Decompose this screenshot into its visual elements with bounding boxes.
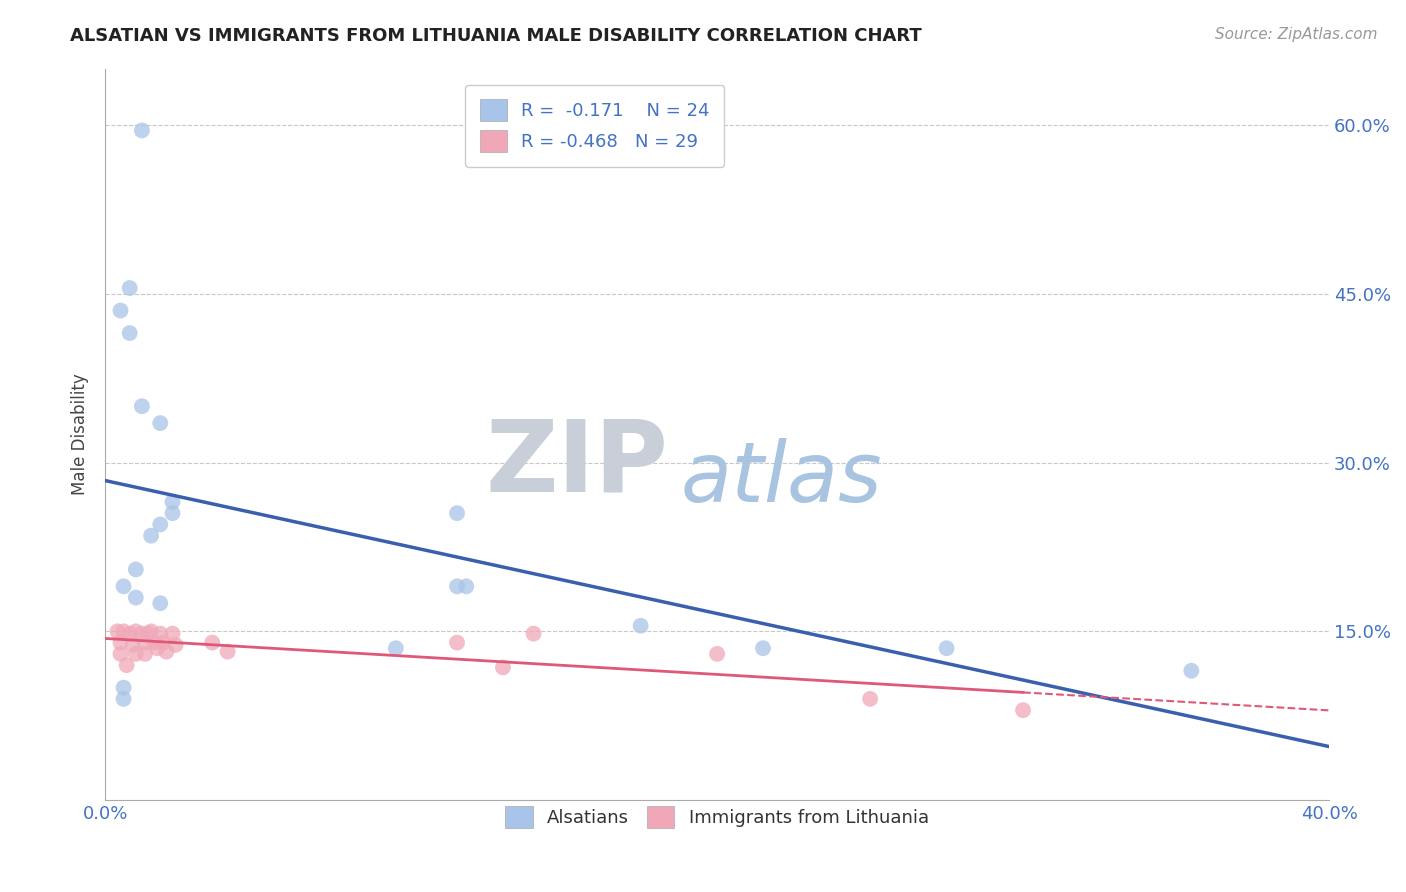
Point <box>125 647 148 661</box>
Point <box>110 647 132 661</box>
Point <box>522 626 544 640</box>
Y-axis label: Male Disability: Male Disability <box>72 374 89 495</box>
Point <box>935 641 957 656</box>
Point <box>139 624 162 639</box>
Point <box>107 624 129 639</box>
Point <box>201 635 224 649</box>
Point <box>152 635 174 649</box>
Point <box>1012 703 1035 717</box>
Point <box>131 123 153 137</box>
Point <box>112 681 135 695</box>
Text: atlas: atlas <box>681 438 882 519</box>
Point <box>139 529 162 543</box>
Point <box>1180 664 1202 678</box>
Point <box>146 641 169 656</box>
Point <box>131 626 153 640</box>
Point <box>134 647 156 661</box>
Point <box>456 579 478 593</box>
Point <box>446 635 468 649</box>
Point <box>149 626 172 640</box>
Point <box>492 660 515 674</box>
Point <box>162 506 184 520</box>
Point <box>112 579 135 593</box>
Point <box>121 638 143 652</box>
Legend: Alsatians, Immigrants from Lithuania: Alsatians, Immigrants from Lithuania <box>498 798 936 835</box>
Point <box>149 416 172 430</box>
Point <box>115 658 138 673</box>
Point <box>706 647 728 661</box>
Point <box>859 692 882 706</box>
Point <box>118 626 141 640</box>
Point <box>752 641 775 656</box>
Point <box>446 579 468 593</box>
Point <box>118 326 141 340</box>
Text: Source: ZipAtlas.com: Source: ZipAtlas.com <box>1215 27 1378 42</box>
Point <box>136 626 159 640</box>
Text: ALSATIAN VS IMMIGRANTS FROM LITHUANIA MALE DISABILITY CORRELATION CHART: ALSATIAN VS IMMIGRANTS FROM LITHUANIA MA… <box>70 27 922 45</box>
Point <box>118 281 141 295</box>
Point <box>125 624 148 639</box>
Point <box>110 303 132 318</box>
Point <box>385 641 408 656</box>
Point <box>125 591 148 605</box>
Point <box>112 624 135 639</box>
Point <box>155 645 177 659</box>
Text: ZIP: ZIP <box>485 415 668 512</box>
Point <box>149 517 172 532</box>
Point <box>125 562 148 576</box>
Point <box>149 596 172 610</box>
Point <box>131 399 153 413</box>
Point <box>134 635 156 649</box>
Point <box>112 692 135 706</box>
Point <box>217 645 239 659</box>
Point <box>143 635 166 649</box>
Point <box>165 638 187 652</box>
Point <box>162 495 184 509</box>
Point <box>630 618 652 632</box>
Point <box>110 635 132 649</box>
Point <box>446 506 468 520</box>
Point <box>162 626 184 640</box>
